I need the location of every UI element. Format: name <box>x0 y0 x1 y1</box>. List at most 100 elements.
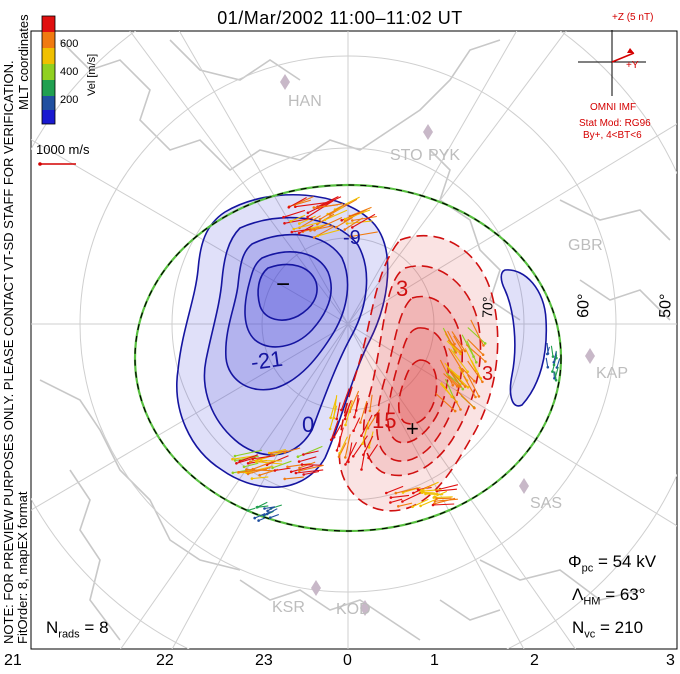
colorbar-label: Vel [m/s] <box>86 54 98 96</box>
velocity-vector-origin <box>432 496 436 499</box>
velocity-vector <box>447 339 461 353</box>
velocity-vector <box>324 209 348 221</box>
velocity-vector <box>464 348 477 372</box>
velocity-vector <box>467 339 484 356</box>
velocity-vector-origin <box>312 206 316 209</box>
colorbar-tick-200: 200 <box>60 94 78 106</box>
velocity-vector <box>345 442 357 465</box>
velocity-vector <box>398 502 413 507</box>
velocity-vector <box>443 373 458 387</box>
velocity-vector-origin <box>475 361 478 364</box>
velocity-vector-origin <box>258 473 261 477</box>
colorbar-tick-600: 600 <box>60 38 78 50</box>
contour-label-pos-2: 15 <box>372 408 396 433</box>
velocity-vector <box>330 420 339 440</box>
velocity-vector <box>360 414 373 436</box>
cross-polar-potential: Φpc = 54 kV <box>568 552 657 575</box>
velocity-vector-origin <box>271 466 274 470</box>
velocity-vector <box>303 470 320 476</box>
velocity-vector <box>284 217 313 224</box>
velocity-vector-origin <box>351 226 354 229</box>
velocity-vector-origin <box>329 438 333 442</box>
velocity-vector <box>299 215 316 225</box>
velocity-vector-origin <box>394 491 398 495</box>
mlt-label-2: 2 <box>530 652 539 669</box>
velocity-vector <box>284 476 304 480</box>
velocity-vector <box>556 358 561 368</box>
velocity-vector <box>310 225 334 232</box>
velocity-vector <box>447 330 455 345</box>
velocity-vector-origin <box>473 406 476 410</box>
latitude-label-70: 70° <box>479 296 496 318</box>
velocity-vector <box>553 351 557 363</box>
velocity-vector <box>301 464 323 466</box>
velocity-vector-origin <box>246 462 250 465</box>
mlt-label-1: 1 <box>430 652 439 669</box>
velocity-vector <box>307 200 334 218</box>
velocity-vector-origin <box>238 459 242 463</box>
latitude-label-60: 60° <box>575 293 593 318</box>
velocity-vector-origin <box>286 465 289 469</box>
velocity-vector-origin <box>451 383 455 387</box>
velocity-vector <box>352 435 368 457</box>
potential-maximum-marker: + <box>406 416 419 441</box>
velocity-vector-origin <box>419 504 422 508</box>
velocity-vector-origin <box>298 222 301 225</box>
velocity-vector <box>257 501 268 508</box>
velocity-vector-origin <box>389 501 392 504</box>
velocity-vector <box>435 393 456 412</box>
velocity-vector-origin <box>554 378 558 382</box>
velocity-vector <box>266 508 278 515</box>
velocity-vector <box>317 229 341 237</box>
velocity-vector-origin <box>233 454 237 458</box>
hm-boundary-dash <box>134 184 562 532</box>
velocity-vector <box>329 198 358 215</box>
velocity-vector-origin <box>477 395 481 398</box>
velocity-vector <box>434 497 456 505</box>
velocity-vector-origin <box>242 465 246 469</box>
velocity-vector <box>352 213 376 228</box>
velocity-vector <box>452 395 461 410</box>
velocity-vector-origin <box>420 489 423 492</box>
velocity-vector <box>298 456 317 463</box>
velocity-vector-origin <box>294 471 298 475</box>
velocity-vector-origin <box>259 459 263 463</box>
velocity-vector-origin <box>335 417 339 421</box>
velocity-scale-dot <box>38 162 42 166</box>
contour-label-neg-3: 0 <box>302 412 314 437</box>
velocity-vector <box>402 491 424 502</box>
velocity-vector-origin <box>231 471 235 475</box>
velocity-vector-origin <box>306 215 309 219</box>
velocity-vector-origin <box>353 415 356 419</box>
velocity-vector-origin <box>367 446 371 449</box>
velocity-vector <box>303 450 319 456</box>
velocity-vector <box>362 420 370 444</box>
dawn-negative-cell <box>500 269 548 407</box>
velocity-vector-origin <box>412 491 415 495</box>
mlt-label-21: 21 <box>4 652 22 669</box>
velocity-vector-origin <box>251 457 254 461</box>
velocity-vector-origin <box>435 497 438 501</box>
velocity-vector <box>252 455 276 460</box>
velocity-vector-origin <box>481 380 484 384</box>
velocity-vector-origin <box>473 379 476 383</box>
contour-label-neg-1: -9 <box>343 227 361 249</box>
velocity-vector <box>269 448 286 454</box>
velocity-vector-origin <box>453 409 457 413</box>
velocity-vector-origin <box>546 365 550 369</box>
velocity-vector <box>360 450 366 470</box>
velocity-vector <box>369 394 373 411</box>
mlt-label-3: 3 <box>666 652 675 669</box>
figure-title: 01/Mar/2002 11:00–11:02 UT <box>217 8 463 28</box>
velocity-vector-origin <box>450 395 454 399</box>
velocity-vector-origin <box>235 462 238 465</box>
velocity-vector <box>330 398 337 418</box>
velocity-vector-origin <box>361 442 364 446</box>
velocity-vector-origin <box>267 451 271 455</box>
velocity-vector <box>440 381 453 398</box>
preview-note: NOTE: FOR PREVIEW PURPOSES ONLY. PLEASE … <box>1 60 16 644</box>
velocity-vector-origin <box>420 491 424 495</box>
velocity-vector <box>448 348 464 372</box>
velocity-vector <box>294 199 311 206</box>
